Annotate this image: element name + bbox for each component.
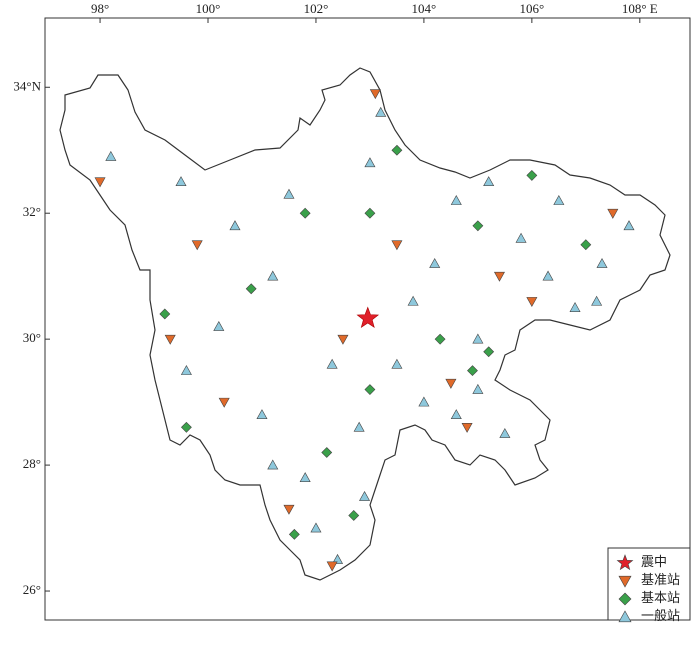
x-tick-label: 100° (196, 1, 221, 16)
station-marker (218, 397, 230, 408)
station-marker (321, 447, 333, 458)
station-marker (375, 106, 387, 117)
station-marker (180, 365, 192, 375)
y-tick-label: 28° (23, 456, 41, 471)
station-marker (326, 358, 338, 369)
station-marker (337, 334, 349, 345)
station-marker (299, 207, 311, 219)
station-marker (267, 459, 279, 470)
station-marker (245, 283, 257, 295)
station-marker (299, 472, 311, 482)
station-marker (391, 240, 403, 251)
station-marker (164, 334, 176, 345)
station-marker (483, 346, 495, 358)
epicenter-marker (356, 306, 380, 328)
station-marker (450, 409, 462, 420)
station-marker (607, 208, 619, 219)
y-tick-label: 34°N (13, 78, 41, 93)
legend-label: 震中 (641, 554, 667, 569)
station-marker (359, 490, 371, 501)
station-marker (515, 232, 527, 243)
legend-marker (618, 610, 632, 623)
station-marker (591, 295, 603, 306)
station-marker (418, 396, 430, 407)
station-marker (364, 207, 376, 219)
y-tick-label: 26° (23, 582, 41, 597)
x-tick-label: 106° (520, 1, 545, 16)
station-marker (553, 194, 565, 205)
legend-marker (616, 554, 634, 571)
station-marker (445, 378, 457, 389)
station-marker (391, 144, 403, 156)
station-marker (407, 295, 419, 306)
station-marker (429, 257, 441, 268)
station-marker (267, 270, 279, 281)
legend-label: 一般站 (641, 608, 680, 623)
station-marker (483, 176, 495, 187)
legend-label: 基准站 (641, 572, 680, 587)
legend-marker (618, 575, 632, 588)
station-marker (326, 561, 338, 572)
station-marker (191, 240, 203, 251)
station-marker (450, 194, 462, 205)
station-marker (332, 553, 344, 564)
station-marker (353, 421, 365, 432)
station-marker (499, 427, 511, 438)
station-marker (623, 220, 635, 231)
station-marker (596, 257, 608, 268)
legend-label: 基本站 (641, 590, 680, 605)
y-tick-label: 32° (23, 204, 41, 219)
x-tick-label: 108° E (622, 1, 658, 16)
legend-marker (618, 592, 632, 606)
station-marker (105, 150, 117, 161)
station-marker (526, 297, 538, 307)
station-marker (283, 504, 295, 515)
station-marker (472, 220, 484, 232)
station-marker (229, 220, 241, 231)
station-marker (472, 333, 484, 344)
legend-box (607, 547, 691, 621)
station-marker (369, 89, 381, 100)
station-marker (288, 528, 300, 540)
station-marker (467, 365, 478, 377)
station-marker (180, 421, 192, 433)
station-marker (213, 320, 225, 331)
y-tick-label: 30° (23, 330, 41, 345)
station-marker (391, 358, 403, 369)
station-marker (472, 383, 484, 394)
station-marker (569, 302, 581, 312)
station-marker (364, 157, 376, 168)
x-tick-label: 98° (91, 1, 109, 16)
station-marker (159, 308, 171, 320)
station-marker (526, 170, 538, 181)
station-marker (580, 239, 592, 251)
station-marker (542, 270, 554, 281)
x-tick-label: 102° (304, 1, 329, 16)
station-marker (364, 384, 376, 395)
station-marker (94, 177, 106, 188)
station-marker (461, 423, 473, 433)
x-tick-label: 104° (412, 1, 437, 16)
station-marker (434, 333, 446, 345)
station-marker (175, 176, 187, 187)
station-marker (310, 522, 322, 533)
station-marker (348, 510, 360, 521)
station-marker (283, 188, 295, 199)
station-marker (493, 271, 505, 282)
station-marker (256, 409, 268, 420)
